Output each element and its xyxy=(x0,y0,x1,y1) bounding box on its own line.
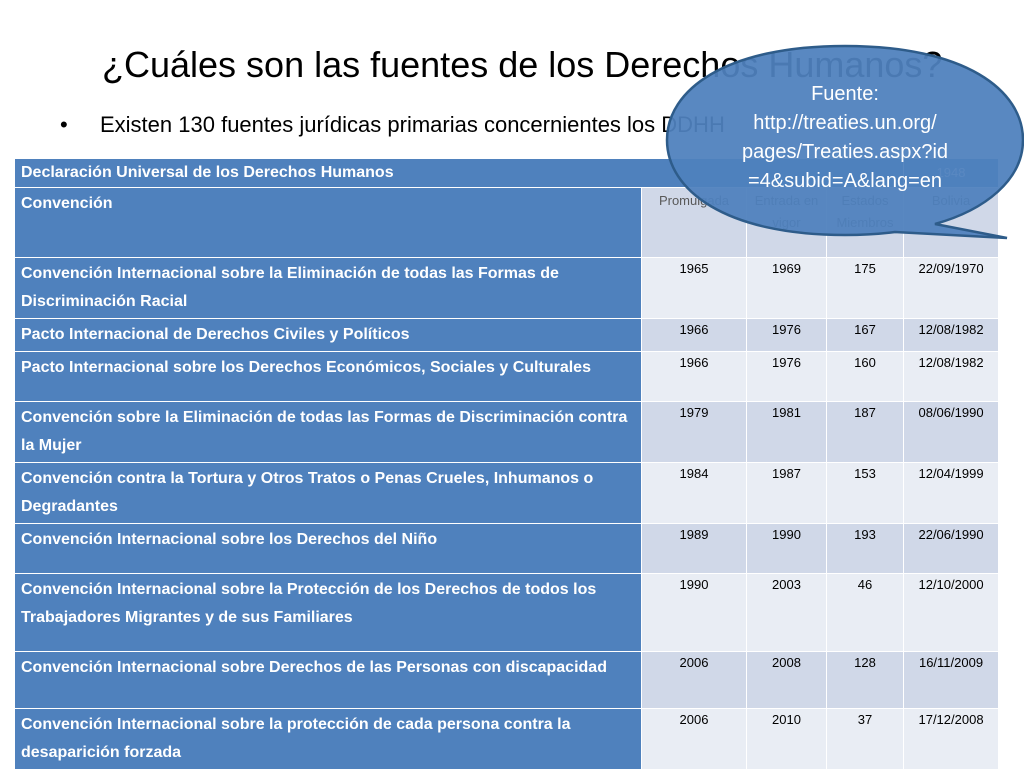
column-header-convencion: Convención xyxy=(14,187,642,258)
cell-name: Convención Internacional sobre la protec… xyxy=(14,708,642,770)
cell-name: Convención sobre la Eliminación de todas… xyxy=(14,401,642,463)
cell-estados: 37 xyxy=(825,708,905,770)
conventions-table: Declaración Universal de los Derechos Hu… xyxy=(13,158,1000,770)
table-row: Convención Internacional sobre los Derec… xyxy=(14,523,1000,574)
cell-entrada: 2010 xyxy=(746,708,827,770)
cell-promulgada: 1990 xyxy=(641,573,747,652)
table-row: Convención Internacional sobre la Protec… xyxy=(14,573,1000,652)
cell-promulgada: 1965 xyxy=(641,257,747,319)
cell-estados: 46 xyxy=(825,573,905,652)
table-row: Convención Internacional sobre Derechos … xyxy=(14,651,1000,709)
source-callout-bubble xyxy=(665,44,1024,240)
cell-estados: 187 xyxy=(825,401,905,463)
cell-entrada: 1987 xyxy=(746,462,827,524)
cell-entrada: 2008 xyxy=(746,651,827,709)
cell-name: Convención Internacional sobre Derechos … xyxy=(14,651,642,709)
table-row: Convención Internacional sobre la protec… xyxy=(14,708,1000,770)
callout-line: Fuente: xyxy=(811,83,879,105)
cell-entrada: 1976 xyxy=(746,318,827,352)
cell-promulgada: 2006 xyxy=(641,651,747,709)
callout-line: pages/Treaties.aspx?id xyxy=(741,141,949,163)
cell-name: Convención contra la Tortura y Otros Tra… xyxy=(14,462,642,524)
cell-promulgada: 1966 xyxy=(641,351,747,402)
cell-entrada: 1969 xyxy=(746,257,827,319)
cell-bolivia: 08/06/1990 xyxy=(903,401,1000,463)
callout-line: =4&subid=A&lang=en xyxy=(747,170,943,192)
cell-entrada: 1981 xyxy=(746,401,827,463)
cell-entrada: 1990 xyxy=(746,523,827,574)
bullet-text: Existen 130 fuentes jurídicas primarias … xyxy=(100,112,725,137)
cell-entrada: 1976 xyxy=(746,351,827,402)
cell-estados: 153 xyxy=(825,462,905,524)
cell-promulgada: 1979 xyxy=(641,401,747,463)
cell-name: Convención Internacional sobre la Protec… xyxy=(14,573,642,652)
cell-bolivia: 17/12/2008 xyxy=(903,708,1000,770)
cell-promulgada: 2006 xyxy=(641,708,747,770)
bullet-dot-icon: • xyxy=(60,112,68,137)
bullet-item: • Existen 130 fuentes jurídicas primaria… xyxy=(60,112,725,138)
cell-estados: 160 xyxy=(825,351,905,402)
cell-name: Pacto Internacional de Derechos Civiles … xyxy=(14,318,642,352)
cell-name: Convención Internacional sobre los Derec… xyxy=(14,523,642,574)
cell-bolivia: 12/08/1982 xyxy=(903,351,1000,402)
cell-name: Pacto Internacional sobre los Derechos E… xyxy=(14,351,642,402)
cell-promulgada: 1984 xyxy=(641,462,747,524)
cell-bolivia: 12/10/2000 xyxy=(903,573,1000,652)
cell-bolivia: 12/04/1999 xyxy=(903,462,1000,524)
cell-estados: 128 xyxy=(825,651,905,709)
cell-promulgada: 1989 xyxy=(641,523,747,574)
source-callout-text: Fuente: http://treaties.un.org/ pages/Tr… xyxy=(690,80,1000,196)
cell-bolivia: 22/06/1990 xyxy=(903,523,1000,574)
cell-estados: 193 xyxy=(825,523,905,574)
cell-estados: 175 xyxy=(825,257,905,319)
table-row: Convención contra la Tortura y Otros Tra… xyxy=(14,462,1000,524)
cell-entrada: 2003 xyxy=(746,573,827,652)
cell-bolivia: 12/08/1982 xyxy=(903,318,1000,352)
callout-line: http://treaties.un.org/ xyxy=(753,112,937,134)
cell-bolivia: 16/11/2009 xyxy=(903,651,1000,709)
cell-bolivia: 22/09/1970 xyxy=(903,257,1000,319)
table-row: Convención sobre la Eliminación de todas… xyxy=(14,401,1000,463)
cell-promulgada: 1966 xyxy=(641,318,747,352)
table-row: Convención Internacional sobre la Elimin… xyxy=(14,257,1000,319)
table-row: Pacto Internacional de Derechos Civiles … xyxy=(14,318,1000,352)
cell-name: Convención Internacional sobre la Elimin… xyxy=(14,257,642,319)
cell-estados: 167 xyxy=(825,318,905,352)
table-row: Pacto Internacional sobre los Derechos E… xyxy=(14,351,1000,402)
